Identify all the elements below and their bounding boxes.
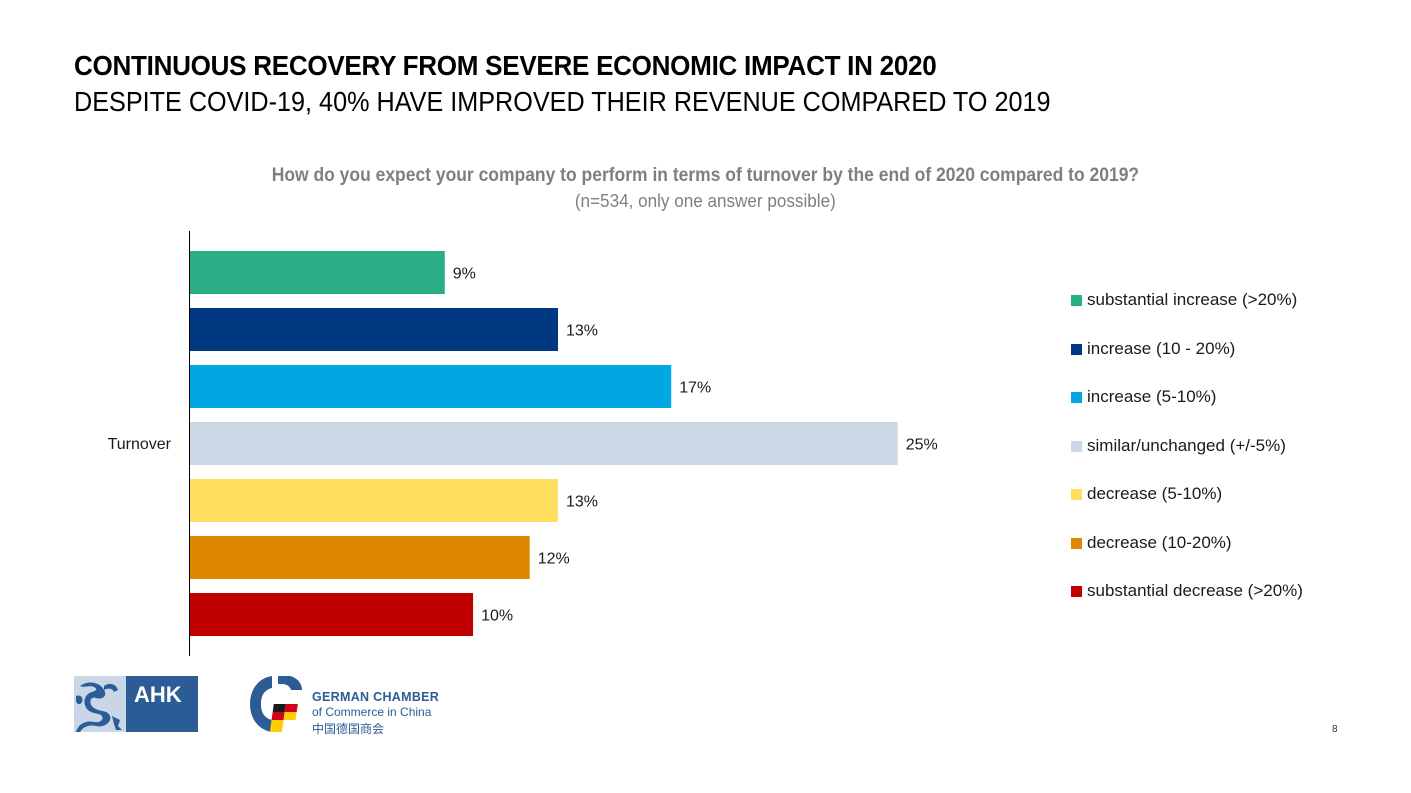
german-chamber-logo xyxy=(248,674,304,734)
legend-swatch-icon xyxy=(1071,392,1082,403)
ahk-logo: AHK xyxy=(74,676,198,732)
legend-item-6: substantial decrease (>20%) xyxy=(1071,581,1303,630)
legend-item-1: increase (10 - 20%) xyxy=(1071,339,1303,388)
chart-title-text: How do you expect your company to perfor… xyxy=(271,165,1140,186)
chart-subtitle: (n=534, only one answer possible) xyxy=(0,191,1411,212)
bars-group: 9% 13% 17% 25% 13% 12% 10% xyxy=(190,251,938,636)
chamber-name: GERMAN CHAMBER xyxy=(312,690,440,704)
legend-swatch-icon xyxy=(1071,537,1082,549)
legend-label: decrease (10-20%) xyxy=(1087,532,1232,552)
category-label: Turnover xyxy=(108,436,172,453)
legend-label: substantial increase (>20%) xyxy=(1087,290,1298,309)
page-number: 8 xyxy=(1332,724,1338,735)
legend-label: similar/unchanged (+/-5%) xyxy=(1087,435,1286,455)
chart-legend: substantial increase (>20%) increase (10 … xyxy=(1071,290,1303,630)
chart-title: How do you expect your company to perfor… xyxy=(0,165,1411,187)
legend-item-0: substantial increase (>20%) xyxy=(1071,290,1303,339)
bar-6 xyxy=(190,593,474,636)
legend-label: increase (10 - 20%) xyxy=(1087,338,1236,358)
chamber-chinese-name: 中国德国商会 xyxy=(312,722,385,736)
slide-title: CONTINUOUS RECOVERY FROM SEVERE ECONOMIC… xyxy=(74,50,937,81)
ahk-logo-text: AHK xyxy=(134,682,182,707)
slide-subtitle: DESPITE COVID-19, 40% HAVE IMPROVED THEI… xyxy=(74,86,1051,117)
legend-swatch-icon xyxy=(1071,586,1082,597)
bar-3 xyxy=(190,422,898,465)
bar-0 xyxy=(190,251,445,294)
bar-4 xyxy=(190,479,558,522)
legend-swatch-icon xyxy=(1071,440,1082,452)
bar-2 xyxy=(190,365,672,408)
data-label-1: 13% xyxy=(566,323,598,340)
legend-item-5: decrease (10-20%) xyxy=(1071,533,1303,582)
legend-label: decrease (5-10%) xyxy=(1087,484,1223,503)
legend-item-4: decrease (5-10%) xyxy=(1071,484,1303,533)
chart-subtitle-text: (n=534, only one answer possible) xyxy=(575,191,836,211)
legend-swatch-icon xyxy=(1071,489,1082,500)
dragon-icon xyxy=(74,676,126,732)
chamber-subname: of Commerce in China xyxy=(312,705,432,719)
legend-swatch-icon xyxy=(1071,343,1082,355)
data-label-3: 25% xyxy=(906,437,938,454)
german-chamber-text: GERMAN CHAMBER of Commerce in China 中国德国… xyxy=(312,690,439,737)
data-label-5: 12% xyxy=(538,551,570,568)
chamber-g-icon xyxy=(250,676,302,732)
bar-5 xyxy=(190,536,530,579)
legend-item-3: similar/unchanged (+/-5%) xyxy=(1071,436,1303,485)
legend-item-2: increase (5-10%) xyxy=(1071,387,1303,436)
data-label-0: 9% xyxy=(453,266,476,283)
legend-label: increase (5-10%) xyxy=(1087,387,1217,406)
data-label-2: 17% xyxy=(679,380,711,397)
data-label-4: 13% xyxy=(566,494,598,511)
legend-label: substantial decrease (>20%) xyxy=(1087,581,1303,600)
bar-1 xyxy=(190,308,558,351)
legend-swatch-icon xyxy=(1071,295,1082,306)
data-label-6: 10% xyxy=(481,608,513,625)
